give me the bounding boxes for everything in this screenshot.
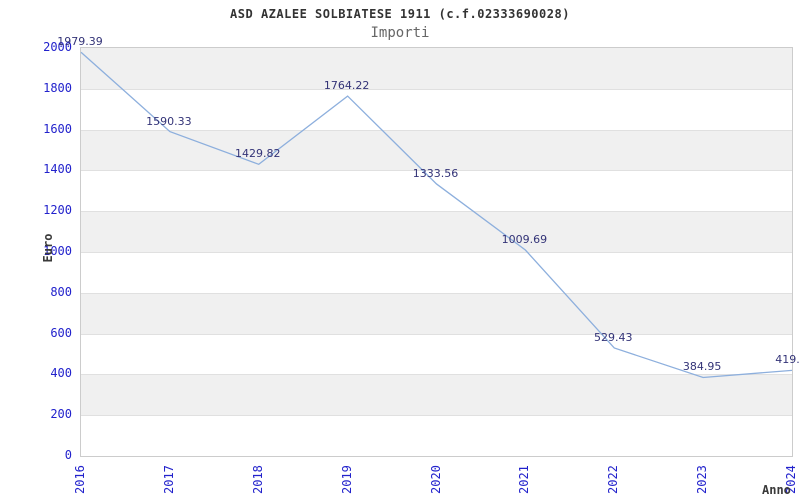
y-tick-label: 1400 bbox=[43, 162, 72, 177]
plot-band bbox=[81, 374, 792, 416]
x-tick-label: 2017 bbox=[161, 465, 176, 494]
gridline bbox=[81, 333, 792, 335]
y-tick-label: 1600 bbox=[43, 121, 72, 136]
data-point-label: 1764.22 bbox=[323, 79, 370, 93]
chart-subtitle: Importi bbox=[370, 25, 430, 41]
x-tick-label: 2018 bbox=[250, 465, 265, 494]
data-point-label: 384.95 bbox=[682, 360, 722, 374]
data-point-label: 1429.82 bbox=[235, 147, 281, 161]
plot-band bbox=[81, 211, 792, 252]
plot-band bbox=[81, 129, 792, 171]
plot-band bbox=[81, 252, 792, 293]
y-tick-label: 200 bbox=[50, 407, 72, 422]
y-tick-label: 1000 bbox=[43, 244, 72, 258]
y-tick-label: 0 bbox=[64, 448, 72, 462]
y-axis-title: Euro bbox=[41, 233, 55, 263]
x-tick-label: 2019 bbox=[339, 465, 354, 494]
x-tick-label: 2020 bbox=[428, 465, 443, 494]
gridline bbox=[81, 292, 792, 294]
plot-band bbox=[81, 88, 792, 130]
x-axis-title: Anno bbox=[762, 483, 791, 497]
plot-band bbox=[81, 292, 792, 334]
y-tick-label: 1200 bbox=[43, 203, 72, 218]
y-tick-label: 2000 bbox=[43, 40, 72, 54]
y-tick-label: 800 bbox=[50, 284, 72, 299]
plot-band bbox=[81, 48, 792, 89]
y-tick-label: 1800 bbox=[43, 80, 72, 95]
y-tick-label: 600 bbox=[50, 325, 72, 340]
data-point-label: 1333.56 bbox=[412, 166, 459, 180]
gridline bbox=[81, 129, 792, 131]
data-point-label: 419.7 bbox=[775, 353, 800, 367]
x-tick-label: 2021 bbox=[517, 465, 532, 494]
gridline bbox=[81, 374, 792, 376]
data-point-label: 1979.39 bbox=[57, 35, 103, 49]
gridline bbox=[81, 252, 792, 253]
x-tick-label: 2016 bbox=[73, 465, 87, 494]
plot-area bbox=[80, 47, 793, 457]
line-path bbox=[80, 51, 793, 379]
data-point-label: 1590.33 bbox=[146, 114, 192, 128]
x-tick-label: 2023 bbox=[695, 465, 710, 494]
x-tick-label: 2022 bbox=[606, 465, 621, 494]
gridline bbox=[81, 170, 792, 172]
plot-band bbox=[81, 415, 792, 456]
data-point-label: 1009.69 bbox=[501, 233, 548, 247]
gridline bbox=[81, 211, 792, 213]
plot-band bbox=[81, 170, 792, 212]
line-series bbox=[80, 51, 793, 379]
y-tick-label: 400 bbox=[50, 366, 72, 381]
data-point-label: 529.43 bbox=[594, 330, 633, 344]
chart-title: ASD AZALEE SOLBIATESE 1911 (c.f.02333690… bbox=[230, 7, 570, 21]
gridline bbox=[81, 88, 792, 90]
gridline bbox=[81, 415, 792, 417]
